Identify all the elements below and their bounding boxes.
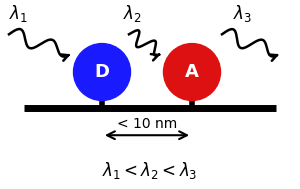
Text: D: D — [94, 63, 110, 81]
Text: $\lambda_1 < \lambda_2 < \lambda_3$: $\lambda_1 < \lambda_2 < \lambda_3$ — [102, 160, 198, 181]
Text: $\lambda_3$: $\lambda_3$ — [233, 3, 253, 24]
Text: A: A — [185, 63, 199, 81]
Text: < 10 nm: < 10 nm — [117, 116, 177, 131]
Text: $\lambda_1$: $\lambda_1$ — [8, 3, 28, 24]
Ellipse shape — [74, 43, 130, 101]
Text: $\lambda_2$: $\lambda_2$ — [123, 3, 141, 24]
Ellipse shape — [164, 43, 220, 101]
